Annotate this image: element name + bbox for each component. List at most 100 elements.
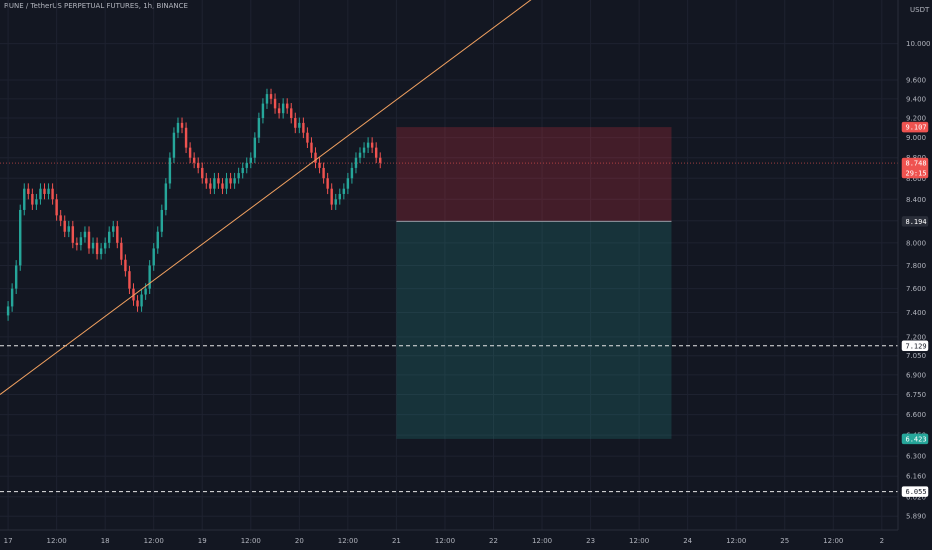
candle-body (379, 157, 382, 163)
candle-body (59, 215, 62, 221)
stop-loss-zone (396, 127, 672, 222)
candle-body (71, 226, 75, 243)
candle-body (342, 188, 346, 194)
currency-label: USDT (910, 6, 930, 14)
x-tick-label: 25 (780, 537, 789, 545)
candle-body (334, 199, 337, 205)
x-tick-label: 22 (489, 537, 498, 545)
x-tick-label: 12:00 (629, 537, 649, 545)
candle-body (180, 122, 184, 128)
y-tick-label: 7.600 (906, 285, 926, 293)
y-tick-label: 6.020 (906, 493, 926, 501)
candle-body (261, 103, 265, 119)
candle-body (310, 142, 313, 153)
position-zones[interactable] (396, 127, 672, 439)
y-tick-label: 7.050 (906, 352, 926, 360)
y-tick-label: 6.600 (906, 411, 926, 419)
candle-body (144, 288, 147, 295)
candle-body (346, 178, 350, 189)
candle-body (23, 188, 26, 210)
x-tick-label: 12:00 (435, 537, 455, 545)
x-tick-label: 12:00 (241, 537, 261, 545)
price-tag (901, 433, 929, 445)
candle-body (257, 118, 261, 138)
candle-body (241, 167, 244, 174)
candle-body (221, 183, 224, 189)
chart-title: RUNE / TetherUS PERPETUAL FUTURES, 1h, B… (4, 2, 188, 10)
x-tick-label: 24 (683, 537, 692, 545)
candle-body (322, 167, 325, 179)
x-tick-label: 20 (295, 537, 304, 545)
price-tag (901, 157, 929, 179)
y-tick-label: 9.600 (906, 77, 926, 85)
x-tick-label: 21 (392, 537, 401, 545)
candle-body (55, 199, 58, 216)
candle-body (281, 103, 285, 114)
y-tick-label: 10.000 (906, 40, 931, 48)
candle-body (245, 162, 248, 168)
dashed-levels[interactable] (0, 162, 898, 493)
candle-body (370, 142, 374, 148)
take-profit-zone (396, 221, 672, 439)
y-tick-label: 7.400 (906, 309, 926, 317)
y-tick-label: 8.000 (906, 239, 926, 247)
price-tag-label: 8.748 (906, 160, 927, 168)
candle-body (63, 220, 66, 232)
y-tick-label: 6.160 (906, 473, 926, 481)
candle-body (277, 108, 281, 114)
price-tag (901, 340, 929, 352)
candle-body (302, 122, 305, 133)
candle-body (366, 142, 370, 148)
trendline[interactable] (0, 0, 542, 395)
candle-body (152, 248, 155, 266)
candle-body (87, 231, 91, 249)
price-tag (901, 121, 929, 133)
candle-body (10, 288, 14, 307)
candle-body (237, 173, 240, 179)
y-tick-label: 7.800 (906, 262, 926, 270)
candle-body (374, 147, 378, 158)
countdown-label: 29:15 (906, 170, 927, 178)
y-tick-label: 6.300 (906, 453, 926, 461)
candle-body (354, 157, 358, 168)
candle-body (249, 157, 253, 163)
candle-body (306, 132, 309, 143)
candle-body (209, 183, 212, 189)
candle-body (184, 127, 188, 148)
candle-body (205, 178, 208, 184)
candle-body (233, 178, 236, 184)
x-tick-label: 12:00 (47, 537, 67, 545)
candle-body (188, 147, 192, 158)
price-tag-label: 7.129 (906, 342, 927, 350)
candle-body (120, 242, 123, 260)
candle-body (14, 265, 18, 289)
candle-body (265, 94, 269, 104)
trendline-segment (0, 0, 532, 395)
x-tick-label: 23 (586, 537, 595, 545)
candle-body (172, 132, 176, 158)
grid (0, 0, 898, 530)
candle-body (108, 231, 111, 243)
candle-body (358, 152, 362, 158)
x-tick-label: 17 (4, 537, 13, 545)
candle-body (285, 103, 289, 109)
candle-body (128, 271, 131, 289)
candle-body (39, 188, 42, 200)
candles (6, 88, 382, 321)
candle-body (160, 209, 164, 232)
candle-body (326, 178, 329, 189)
price-tag-label: 8.194 (906, 218, 927, 226)
candle-body (213, 178, 216, 189)
y-tick-label: 8.400 (906, 196, 926, 204)
candle-body (43, 188, 46, 194)
candle-body (164, 183, 168, 210)
candle-body (75, 242, 79, 246)
price-tag-label: 6.055 (906, 488, 927, 496)
candle-body (136, 300, 139, 307)
candle-body (273, 98, 277, 109)
candle-body (132, 288, 135, 301)
time-axis[interactable] (0, 529, 932, 550)
candle-body (91, 242, 95, 249)
x-tick-label: 12:00 (532, 537, 552, 545)
